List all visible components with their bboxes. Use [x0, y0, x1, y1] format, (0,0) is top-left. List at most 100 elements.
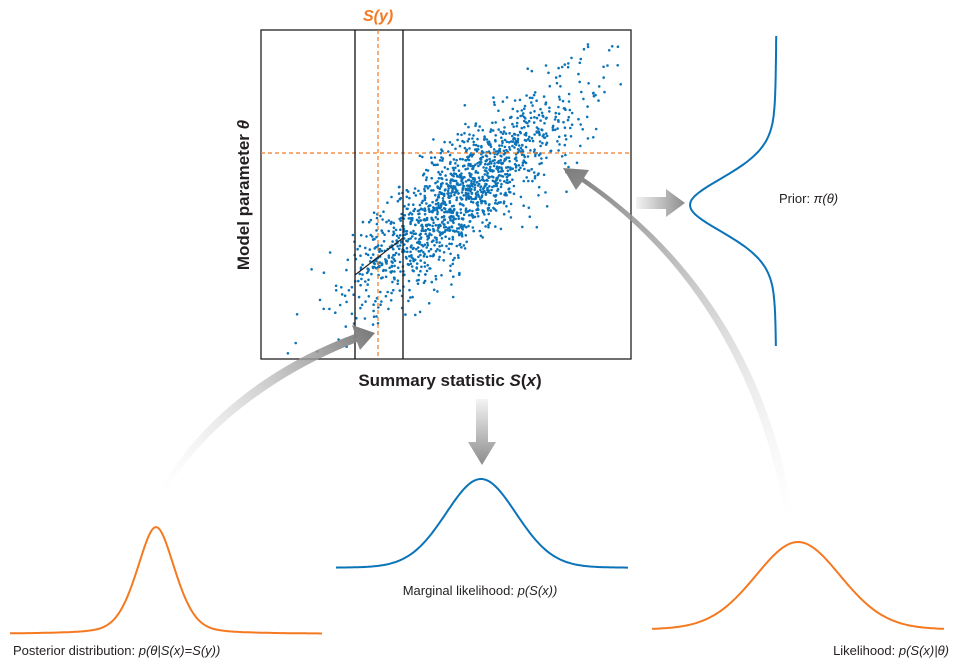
scatter-point	[580, 90, 583, 94]
scatter-point	[516, 151, 520, 154]
scatter-point	[519, 146, 523, 150]
scatter-point	[372, 211, 376, 214]
scatter-point	[497, 174, 501, 177]
scatter-point	[578, 61, 582, 65]
scatter-point	[385, 262, 388, 265]
scatter-point	[567, 165, 570, 169]
scatter-point	[494, 182, 498, 186]
scatter-point	[432, 288, 436, 292]
scatter-point	[418, 250, 422, 253]
scatter-point	[531, 139, 535, 143]
scatter-point	[397, 192, 401, 195]
scatter-point	[479, 188, 482, 192]
scatter-point	[463, 131, 466, 135]
scatter-point	[493, 162, 496, 165]
scatter-point	[436, 212, 439, 216]
scatter-point	[516, 116, 519, 120]
scatter-point	[422, 229, 425, 233]
scatter-point	[502, 130, 506, 133]
scatter-point	[459, 183, 462, 186]
scatter-points	[286, 43, 622, 355]
scatter-point	[481, 199, 484, 203]
scatter-point	[460, 133, 463, 137]
scatter-point	[486, 188, 489, 192]
scatter-point	[443, 166, 447, 169]
scatter-point	[462, 194, 465, 197]
scatter-point	[532, 171, 536, 174]
arrow-from-likelihood-icon	[563, 168, 794, 522]
scatter-point	[514, 164, 518, 167]
scatter-point	[485, 155, 489, 158]
scatter-point	[483, 169, 487, 172]
scatter-point	[513, 146, 516, 149]
scatter-point	[389, 222, 393, 225]
scatter-point	[524, 121, 528, 124]
scatter-point	[535, 225, 539, 229]
scatter-point	[411, 295, 414, 299]
scatter-point	[391, 280, 394, 284]
prior-label: Prior: π(θ)	[779, 191, 838, 206]
scatter-point	[359, 233, 363, 237]
scatter-point	[505, 172, 509, 176]
scatter-point	[468, 220, 472, 223]
scatter-point	[468, 147, 471, 150]
scatter-point	[505, 175, 509, 179]
scatter-point	[592, 91, 595, 95]
scatter-point	[505, 166, 508, 169]
scatter-point	[530, 167, 533, 171]
scatter-point	[525, 94, 528, 97]
scatter-point	[567, 115, 571, 119]
scatter-point	[486, 163, 490, 166]
scatter-point	[456, 132, 460, 136]
scatter-point	[435, 241, 439, 244]
scatter-point	[430, 216, 433, 220]
scatter-point	[471, 226, 475, 229]
scatter-point	[499, 227, 503, 231]
scatter-point	[523, 107, 526, 110]
scatter-point	[483, 135, 486, 138]
scatter-point	[457, 192, 460, 195]
scatter-point	[447, 247, 451, 251]
scatter-point	[505, 96, 509, 99]
scatter-point	[477, 129, 480, 132]
scatter-point	[367, 295, 371, 298]
scatter-point	[444, 225, 448, 229]
scatter-point	[454, 166, 457, 170]
scatter-point	[392, 226, 396, 230]
scatter-point	[423, 209, 427, 213]
scatter-point	[507, 187, 511, 190]
scatter-point	[414, 258, 417, 262]
scatter-point	[522, 179, 526, 183]
scatter-point	[442, 192, 446, 196]
scatter-point	[428, 184, 431, 188]
scatter-point	[477, 195, 481, 198]
scatter-point	[390, 264, 394, 268]
scatter-point	[476, 162, 479, 165]
scatter-point	[450, 186, 454, 189]
scatter-point	[503, 138, 507, 142]
scatter-point	[381, 231, 385, 234]
scatter-point	[417, 189, 420, 193]
scatter-point	[497, 161, 501, 165]
arrow-from-posterior-icon	[158, 325, 375, 494]
scatter-point	[521, 161, 525, 165]
scatter-point	[512, 125, 515, 128]
scatter-point	[542, 173, 546, 177]
scatter-point	[579, 123, 582, 126]
scatter-point	[424, 228, 428, 232]
scatter-point	[432, 239, 435, 242]
scatter-point	[514, 139, 518, 143]
scatter-point	[390, 291, 393, 295]
scatter-point	[498, 144, 501, 147]
scatter-point	[432, 254, 436, 257]
scatter-point	[482, 186, 486, 189]
scatter-point	[466, 187, 469, 190]
scatter-point	[490, 188, 493, 192]
scatter-point	[400, 212, 403, 216]
scatter-point	[463, 247, 467, 250]
scatter-point	[426, 238, 429, 241]
scatter-point	[437, 201, 440, 205]
scatter-point	[517, 164, 521, 167]
scatter-point	[443, 207, 447, 211]
scatter-point	[481, 236, 485, 239]
